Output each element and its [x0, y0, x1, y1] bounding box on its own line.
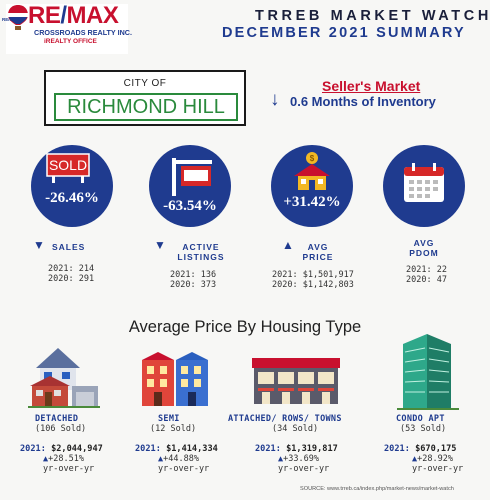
detached-label: DETACHED [35, 414, 79, 424]
logo-tiny-text: RE/MAX [2, 17, 20, 22]
condo-trend-icon: ▲ [412, 454, 418, 464]
listings-2020: 2020: 373 [170, 280, 217, 290]
detached-house-icon [28, 348, 100, 408]
towns-sold: (34 Sold) [272, 424, 319, 434]
condo-price: 2021: $670,175 [384, 444, 457, 454]
semi-sold: (12 Sold) [150, 424, 197, 434]
months-of-inventory: 0.6 Months of Inventory [290, 94, 436, 109]
housing-title: Average Price By Housing Type [128, 318, 362, 336]
sales-2020: 2020: 291 [48, 274, 95, 284]
pdom-2021: 2021: 22 [406, 265, 447, 275]
price-2021: 2021: $1,501,917 [272, 270, 354, 280]
city-box: CITY OF RICHMOND HILL [44, 70, 246, 126]
listing-sign-icon [172, 158, 212, 196]
condo-label: CONDO APT [396, 414, 445, 424]
pdom-label: AVG PDOM [409, 238, 439, 258]
towns-label: ATTACHED/ ROWS/ TOWNS [228, 414, 342, 424]
price-label: AVG PRICE [302, 242, 334, 262]
semi-label: SEMI [158, 414, 180, 424]
towns-trend-icon: ▲ [278, 454, 284, 464]
detached-sold: (106 Sold) [35, 424, 87, 434]
detached-change: ▲+28.51% [43, 454, 84, 464]
semi-price: 2021: $1,414,334 [135, 444, 218, 454]
sales-2021: 2021: 214 [48, 264, 95, 274]
listings-trend-icon: ▼ [154, 238, 166, 252]
condo-yoy: yr-over-yr [412, 464, 464, 474]
source-note: SOURCE: www.trreb.ca/index.php/market-ne… [300, 486, 454, 492]
semi-yoy: yr-over-yr [158, 464, 210, 474]
listings-label: ACTIVE LISTINGS [177, 242, 225, 262]
semi-house-icon [142, 352, 208, 406]
svg-text:SOLD: SOLD [49, 157, 87, 173]
condo-change: ▲+28.92% [412, 454, 453, 464]
condo-tower-icon [397, 334, 459, 410]
detached-trend-icon: ▲ [43, 454, 49, 464]
towns-change: ▲+33.69% [278, 454, 319, 464]
down-arrow-icon: ↓ [270, 89, 280, 110]
logo-wordmark: RE/MAX [28, 2, 119, 29]
logo-office-tag: iREALTY OFFICE [44, 38, 97, 45]
pdom-2020: 2020: 47 [406, 275, 447, 285]
towns-price: 2021: $1,319,817 [255, 444, 338, 454]
sales-pct: -26.46% [45, 190, 99, 206]
semi-change: ▲+44.88% [158, 454, 199, 464]
svg-text:$: $ [310, 154, 315, 163]
price-trend-icon: ▲ [282, 238, 294, 252]
balloon-icon [8, 5, 28, 30]
listings-2021: 2021: 136 [170, 270, 217, 280]
sold-sign-icon: SOLD [46, 153, 90, 183]
sales-label: SALES [52, 242, 86, 252]
condo-sold: (53 Sold) [400, 424, 447, 434]
logo-office-name: CROSSROADS REALTY INC. [34, 28, 132, 37]
towns-yoy: yr-over-yr [278, 464, 330, 474]
calendar-icon [404, 163, 444, 202]
header-title: TRREB MARKET WATCH [255, 8, 490, 24]
price-pct: +31.42% [283, 194, 341, 210]
house-price-icon: $ [294, 152, 330, 190]
sales-trend-icon: ▼ [33, 238, 45, 252]
detached-price: 2021: $2,044,947 [20, 444, 103, 454]
market-status: Seller's Market [322, 78, 421, 94]
price-2020: 2020: $1,142,803 [272, 280, 354, 290]
townhouse-icon [252, 358, 340, 404]
city-prefix: CITY OF [123, 78, 167, 89]
semi-trend-icon: ▲ [158, 454, 164, 464]
header-subtitle: DECEMBER 2021 SUMMARY [222, 25, 466, 41]
city-name: RICHMOND HILL [54, 93, 238, 121]
listings-pct: -63.54% [163, 198, 217, 214]
detached-yoy: yr-over-yr [43, 464, 95, 474]
